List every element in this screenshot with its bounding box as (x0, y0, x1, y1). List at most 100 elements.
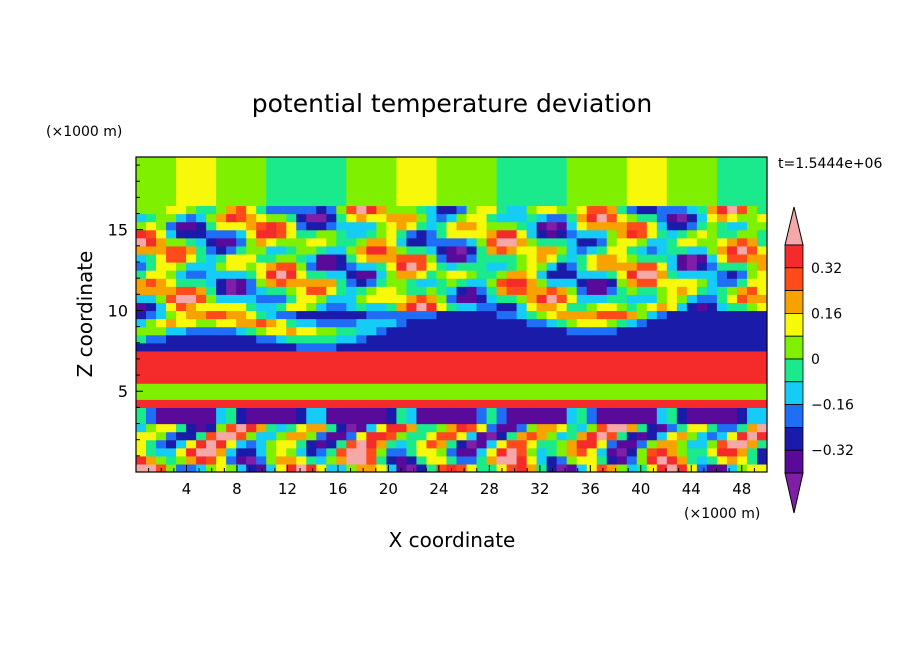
heatmap-cell (566, 157, 578, 166)
heatmap-cell (446, 375, 458, 384)
heatmap-cell (326, 237, 337, 247)
heatmap-cell (356, 415, 367, 425)
heatmap-cell (346, 391, 357, 400)
heatmap-cell (656, 407, 668, 417)
heatmap-cell (566, 318, 578, 328)
heatmap-cell (156, 197, 167, 207)
heatmap-cell (376, 383, 387, 392)
heatmap-cell (166, 262, 177, 271)
heatmap-cell (166, 189, 177, 198)
heatmap-cell (286, 278, 297, 287)
heatmap-cell (186, 358, 197, 368)
heatmap-cell (406, 326, 418, 336)
heatmap-cell (616, 165, 628, 174)
heatmap-cell (496, 213, 508, 223)
heatmap-cell (436, 294, 448, 303)
heatmap-cell (676, 270, 688, 279)
heatmap-cell (696, 431, 708, 441)
heatmap-cell (456, 463, 468, 472)
heatmap-cell (446, 431, 458, 441)
heatmap-cell (586, 447, 598, 457)
heatmap-cell (226, 391, 237, 400)
heatmap-cell (356, 310, 367, 320)
heatmap-cell (576, 399, 588, 408)
heatmap-cell (256, 221, 267, 231)
heatmap-cell (676, 286, 688, 295)
heatmap-cell (406, 383, 418, 392)
heatmap-cell (276, 237, 287, 247)
heatmap-cell (296, 302, 307, 312)
heatmap-cell (256, 334, 267, 344)
heatmap-cell (196, 197, 207, 207)
heatmap-cell (376, 157, 387, 166)
heatmap-cell (466, 302, 478, 312)
heatmap-cell (466, 358, 478, 368)
heatmap-cell (376, 407, 387, 417)
heatmap-cell (476, 302, 488, 312)
heatmap-cell (316, 399, 327, 408)
heatmap-cell (476, 229, 488, 239)
heatmap-cell (606, 439, 618, 449)
heatmap-cell (746, 367, 758, 376)
heatmap-cell (666, 439, 678, 449)
heatmap-cell (486, 447, 498, 457)
heatmap-cell (136, 165, 147, 174)
heatmap-cell (576, 262, 588, 271)
heatmap-cell (646, 326, 658, 336)
heatmap-cell (226, 383, 237, 392)
heatmap-cell (396, 157, 408, 166)
heatmap-cell (436, 173, 448, 182)
heatmap-cell (146, 342, 157, 352)
heatmap-cell (286, 439, 297, 449)
heatmap-cell (706, 423, 718, 433)
heatmap-cell (546, 439, 558, 449)
heatmap-cell (386, 439, 398, 449)
heatmap-cell (136, 173, 147, 182)
heatmap-cell (696, 375, 708, 384)
heatmap-cell (736, 383, 748, 392)
heatmap-cell (746, 157, 758, 166)
heatmap-cell (366, 310, 377, 320)
heatmap-cell (656, 221, 668, 231)
heatmap-cell (156, 310, 167, 320)
heatmap-cell (476, 165, 488, 174)
heatmap-cell (566, 350, 578, 360)
heatmap-cell (226, 318, 237, 328)
heatmap-cell (466, 237, 478, 247)
heatmap-cell (296, 213, 307, 223)
heatmap-cell (636, 383, 648, 392)
heatmap-cell (616, 294, 628, 303)
heatmap-cell (316, 237, 327, 247)
heatmap-cell (756, 173, 767, 182)
heatmap-cell (696, 213, 708, 223)
heatmap-cell (176, 439, 187, 449)
heatmap-cell (266, 213, 277, 223)
heatmap-cell (376, 270, 387, 279)
heatmap-cell (376, 415, 387, 425)
heatmap-cell (456, 302, 468, 312)
heatmap-cell (266, 423, 277, 433)
heatmap-cell (736, 181, 748, 190)
heatmap-cell (436, 310, 448, 320)
x-tick-label: 24 (429, 480, 448, 498)
heatmap-cell (746, 181, 758, 190)
heatmap-cell (306, 399, 317, 408)
heatmap-cell (166, 407, 177, 417)
heatmap-cell (596, 334, 608, 344)
heatmap-cell (356, 350, 367, 360)
heatmap-cell (546, 253, 558, 263)
heatmap-cell (366, 455, 377, 465)
heatmap-cell (596, 221, 608, 231)
heatmap-cell (366, 197, 377, 207)
heatmap-cell (746, 383, 758, 392)
heatmap-cell (726, 358, 738, 368)
heatmap-cell (156, 326, 167, 336)
heatmap-cell (356, 383, 367, 392)
heatmap-cell (526, 415, 538, 425)
heatmap-cell (176, 253, 187, 263)
heatmap-cell (586, 407, 598, 417)
heatmap-cell (706, 253, 718, 263)
heatmap-cell (436, 326, 448, 336)
heatmap-cell (566, 221, 578, 231)
heatmap-cell (356, 286, 367, 295)
